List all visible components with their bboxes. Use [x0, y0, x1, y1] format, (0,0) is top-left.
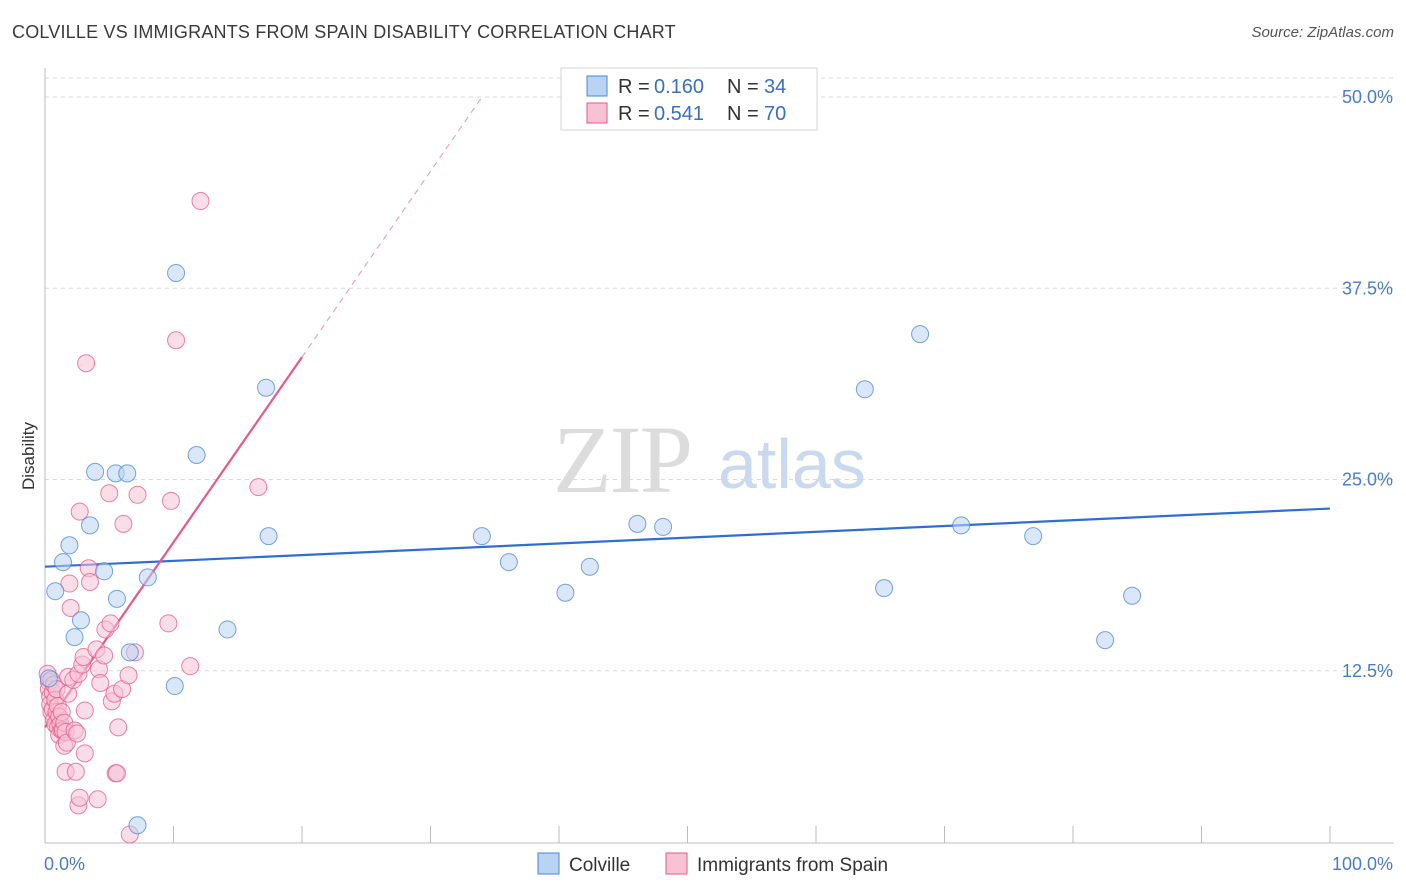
- bottom-legend-swatch-colville: [537, 852, 560, 875]
- point-spain-50: [95, 646, 114, 665]
- point-spain-39: [70, 502, 89, 521]
- chart-title: COLVILLE VS IMMIGRANTS FROM SPAIN DISABI…: [12, 22, 676, 42]
- bottom-legend-swatch-spain: [665, 852, 688, 875]
- point-colville-4: [65, 628, 84, 647]
- data-points: [38, 192, 1142, 844]
- point-spain-67: [167, 331, 186, 350]
- point-colville-23: [556, 583, 575, 602]
- point-colville-0: [39, 669, 58, 688]
- bottom-legend-spain: Immigrants from Spain: [697, 855, 888, 876]
- point-spain-61: [119, 666, 138, 685]
- watermark-atlas: atlas: [718, 425, 866, 503]
- legend-r-label-colville: R =: [618, 76, 650, 98]
- trend-line-colville: [44, 507, 1331, 568]
- legend-r-label-spain: R =: [618, 103, 650, 125]
- point-colville-11: [118, 464, 137, 483]
- point-spain-69: [191, 192, 210, 211]
- point-spain-65: [159, 614, 178, 633]
- point-colville-9: [107, 589, 126, 608]
- point-colville-14: [138, 568, 157, 587]
- point-colville-17: [187, 446, 206, 465]
- point-colville-31: [1024, 527, 1043, 546]
- point-spain-38: [70, 788, 89, 807]
- point-spain-68: [181, 657, 200, 676]
- point-colville-3: [60, 536, 79, 555]
- y-axis-label: Disability: [19, 421, 38, 490]
- point-colville-33: [1123, 586, 1142, 605]
- legend-swatch-colville: [586, 75, 608, 97]
- point-colville-32: [1096, 631, 1115, 650]
- point-spain-53: [101, 614, 120, 633]
- point-colville-26: [654, 517, 673, 536]
- legend-r-value-spain: 0.541: [654, 103, 704, 125]
- point-colville-18: [218, 620, 237, 639]
- point-spain-30: [60, 574, 79, 593]
- point-colville-29: [911, 325, 930, 344]
- point-colville-25: [628, 514, 647, 533]
- point-spain-70: [249, 478, 268, 497]
- point-colville-5: [71, 611, 90, 630]
- point-spain-47: [88, 790, 107, 809]
- point-spain-35: [68, 724, 87, 743]
- point-spain-66: [161, 491, 180, 510]
- point-spain-49: [91, 673, 110, 692]
- y-tick-label-2: 37.5%: [1342, 278, 1393, 298]
- point-colville-30: [952, 516, 971, 535]
- point-colville-1: [46, 582, 65, 601]
- legend-n-label-spain: N =: [727, 103, 759, 125]
- point-colville-2: [53, 553, 72, 572]
- point-colville-15: [165, 677, 184, 696]
- y-tick-label-3: 50.0%: [1342, 87, 1393, 107]
- legend-swatch-spain: [586, 102, 608, 124]
- point-colville-28: [875, 579, 894, 598]
- source-credit: Source: ZipAtlas.com: [1251, 24, 1394, 41]
- legend-r-value-colville: 0.160: [654, 76, 704, 98]
- point-colville-7: [86, 462, 105, 481]
- point-spain-71: [77, 354, 96, 373]
- trend-line-spain-extension: [301, 96, 483, 358]
- point-spain-60: [114, 514, 133, 533]
- legend-n-value-colville: 34: [764, 76, 786, 98]
- legend-n-label-colville: N =: [727, 76, 759, 98]
- point-colville-27: [855, 380, 874, 399]
- point-colville-21: [472, 527, 491, 546]
- grid-lines: [45, 77, 1394, 672]
- x-tick-label-0: 0.0%: [44, 854, 85, 874]
- bottom-legend: Colville Immigrants from Spain: [537, 852, 888, 876]
- point-colville-19: [257, 378, 276, 397]
- tick-labels: 12.5% 25.0% 37.5% 50.0% 0.0% 100.0%: [44, 87, 1393, 874]
- point-spain-43: [75, 744, 94, 763]
- legend: R = 0.160 N = 34 R = 0.541 N = 70: [560, 67, 818, 131]
- watermark-zip: ZIP: [553, 406, 691, 513]
- point-colville-22: [499, 553, 518, 572]
- y-tick-label-1: 25.0%: [1342, 470, 1393, 490]
- point-spain-34: [66, 762, 85, 781]
- point-colville-8: [95, 562, 114, 581]
- point-spain-57: [107, 764, 126, 783]
- point-spain-45: [80, 573, 99, 592]
- bottom-legend-colville: Colville: [569, 855, 630, 876]
- point-spain-64: [128, 485, 147, 504]
- point-colville-12: [120, 643, 139, 662]
- point-colville-24: [580, 557, 599, 576]
- x-tick-label-1: 100.0%: [1332, 854, 1393, 874]
- axes: [44, 68, 1394, 844]
- point-spain-42: [75, 701, 94, 720]
- point-colville-6: [80, 516, 99, 535]
- point-colville-13: [128, 816, 147, 835]
- point-spain-52: [100, 484, 119, 503]
- point-colville-20: [259, 527, 278, 546]
- legend-n-value-spain: 70: [764, 103, 786, 125]
- point-spain-58: [109, 718, 128, 737]
- point-spain-31: [61, 599, 80, 618]
- y-tick-label-0: 12.5%: [1342, 661, 1393, 681]
- point-colville-16: [167, 263, 186, 282]
